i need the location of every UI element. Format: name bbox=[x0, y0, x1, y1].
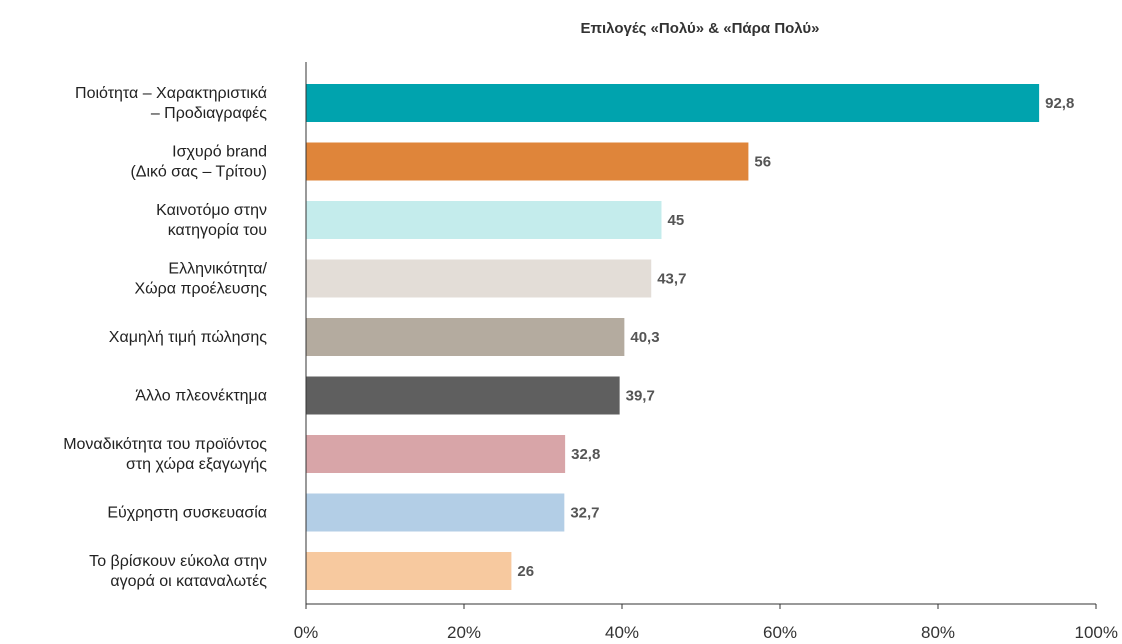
category-label-3-line-2: κατηγορία του bbox=[168, 222, 267, 239]
x-tick-label-20: 20% bbox=[447, 623, 481, 642]
category-label-1-line-1: Ποιότητα – Χαρακτηριστικά bbox=[75, 85, 267, 102]
value-label-4: 43,7 bbox=[657, 271, 686, 288]
x-tick-label-40: 40% bbox=[605, 623, 639, 642]
category-label-2-line-2: (Δικό σας – Τρίτου) bbox=[130, 164, 267, 181]
category-label-2-line-1: Ισχυρό brand bbox=[172, 144, 267, 161]
x-tick-label-80: 80% bbox=[921, 623, 955, 642]
category-label-9-line-2: αγορά οι καταναλωτές bbox=[110, 573, 267, 590]
value-label-3: 45 bbox=[668, 212, 685, 229]
bar-9 bbox=[306, 552, 512, 590]
value-label-7: 32,8 bbox=[571, 446, 600, 463]
bar-4 bbox=[306, 259, 652, 298]
category-label-7-line-2: στη χώρα εξαγωγής bbox=[126, 456, 267, 473]
category-label-3-line-1: Καινοτόμο στην bbox=[156, 202, 267, 219]
category-label-1-line-2: – Προδιαγραφές bbox=[151, 105, 267, 122]
bar-8 bbox=[306, 493, 565, 532]
category-label-4-line-1: Ελληνικότητα/ bbox=[168, 261, 267, 278]
value-label-5: 40,3 bbox=[630, 329, 659, 346]
bars-group: 92,8 Ποιότητα – Χαρακτηριστικά – Προδιαγρα… bbox=[63, 84, 1074, 590]
x-tick-label-100: 100% bbox=[1075, 623, 1118, 642]
value-label-2: 56 bbox=[754, 154, 771, 171]
bar-5 bbox=[306, 318, 625, 356]
axes-group: 0% 20% 40% 60% 80% 100% bbox=[294, 62, 1118, 642]
chart-title: Επιλογές «Πολύ» & «Πάρα Πολύ» bbox=[581, 20, 820, 37]
bar-7 bbox=[306, 435, 566, 473]
category-label-5-line-1: Χαμηλή τιμή πώλησης bbox=[109, 329, 267, 346]
category-label-6-line-1: Άλλο πλεονέκτημα bbox=[135, 388, 267, 405]
bar-2 bbox=[306, 142, 749, 181]
category-label-9-line-1: Το βρίσκουν εύκολα στην bbox=[89, 553, 267, 570]
x-tick-label-60: 60% bbox=[763, 623, 797, 642]
value-label-1: 92,8 bbox=[1045, 95, 1074, 112]
bar-6 bbox=[306, 376, 620, 415]
category-label-4-line-2: Χώρα προέλευσης bbox=[135, 281, 268, 298]
category-label-7-line-1: Μοναδικότητα του προϊόντος bbox=[63, 436, 267, 453]
value-label-8: 32,7 bbox=[570, 505, 599, 522]
bar-3 bbox=[306, 201, 662, 239]
x-tick-label-0: 0% bbox=[294, 623, 319, 642]
category-label-8-line-1: Εύχρηστη συσκευασία bbox=[107, 505, 267, 522]
bar-1 bbox=[306, 84, 1040, 122]
value-label-9: 26 bbox=[517, 563, 534, 580]
value-label-6: 39,7 bbox=[626, 388, 655, 405]
